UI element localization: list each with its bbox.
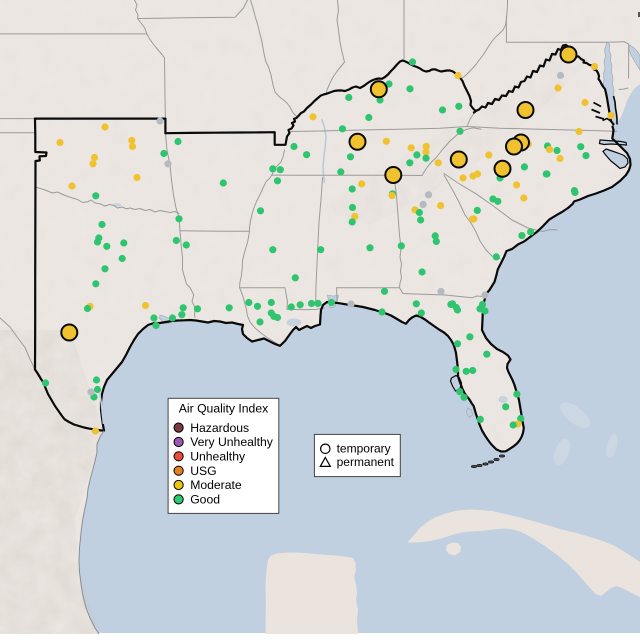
svg-text:Good: Good: [190, 493, 220, 507]
svg-text:Very Unhealthy: Very Unhealthy: [190, 435, 274, 449]
svg-text:Unhealthy: Unhealthy: [190, 450, 246, 464]
svg-text:Air Quality Index: Air Quality Index: [179, 402, 268, 416]
svg-text:Hazardous: Hazardous: [190, 421, 249, 435]
svg-text:permanent: permanent: [337, 455, 395, 469]
svg-text:temporary: temporary: [337, 442, 391, 456]
svg-text:Moderate: Moderate: [190, 478, 242, 492]
svg-text:USG: USG: [190, 464, 216, 478]
